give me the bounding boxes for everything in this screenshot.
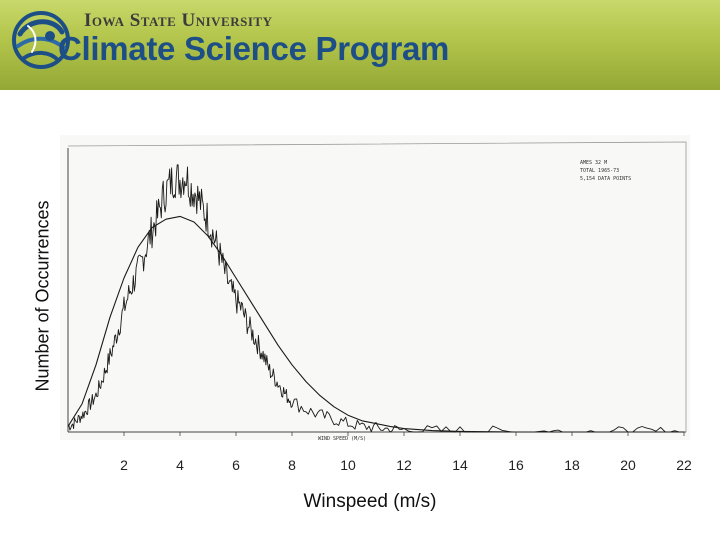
- x-axis-title: Winspeed (m/s): [303, 491, 437, 512]
- plot-border: [67, 141, 687, 432]
- x-tick-label: 2: [120, 457, 128, 473]
- chart-annotation: AMES 32 M: [580, 160, 607, 166]
- x-tick-label: 14: [452, 457, 468, 473]
- chart-annotation: TOTAL 1965-73: [580, 168, 619, 174]
- x-tick-label: 4: [176, 457, 184, 473]
- x-tick-label: 10: [340, 457, 356, 473]
- globe-swirl-icon: [12, 11, 70, 69]
- x-tick-label: 6: [232, 457, 240, 473]
- university-name: Iowa State University: [84, 10, 273, 31]
- program-title: Climate Science Program: [58, 30, 450, 67]
- x-tick-label: 12: [396, 457, 412, 473]
- series-fit-curve: [67, 215, 684, 433]
- x-tick-label: 8: [288, 457, 296, 473]
- x-tick-label: 18: [564, 457, 580, 473]
- series-observed-line: [67, 164, 684, 433]
- scanned-plot-paper: [60, 135, 690, 440]
- header-banner: Iowa State University Climate Science Pr…: [0, 0, 720, 90]
- y-axis-title: Number of Occurrences: [32, 200, 53, 392]
- x-tick-label: 16: [508, 457, 524, 473]
- x-tick-label: 22: [676, 457, 692, 473]
- chart-annotation: WIND SPEED (M/S): [318, 436, 366, 442]
- chart-annotation: 5,154 DATA POINTS: [580, 176, 631, 182]
- x-tick-label: 20: [620, 457, 636, 473]
